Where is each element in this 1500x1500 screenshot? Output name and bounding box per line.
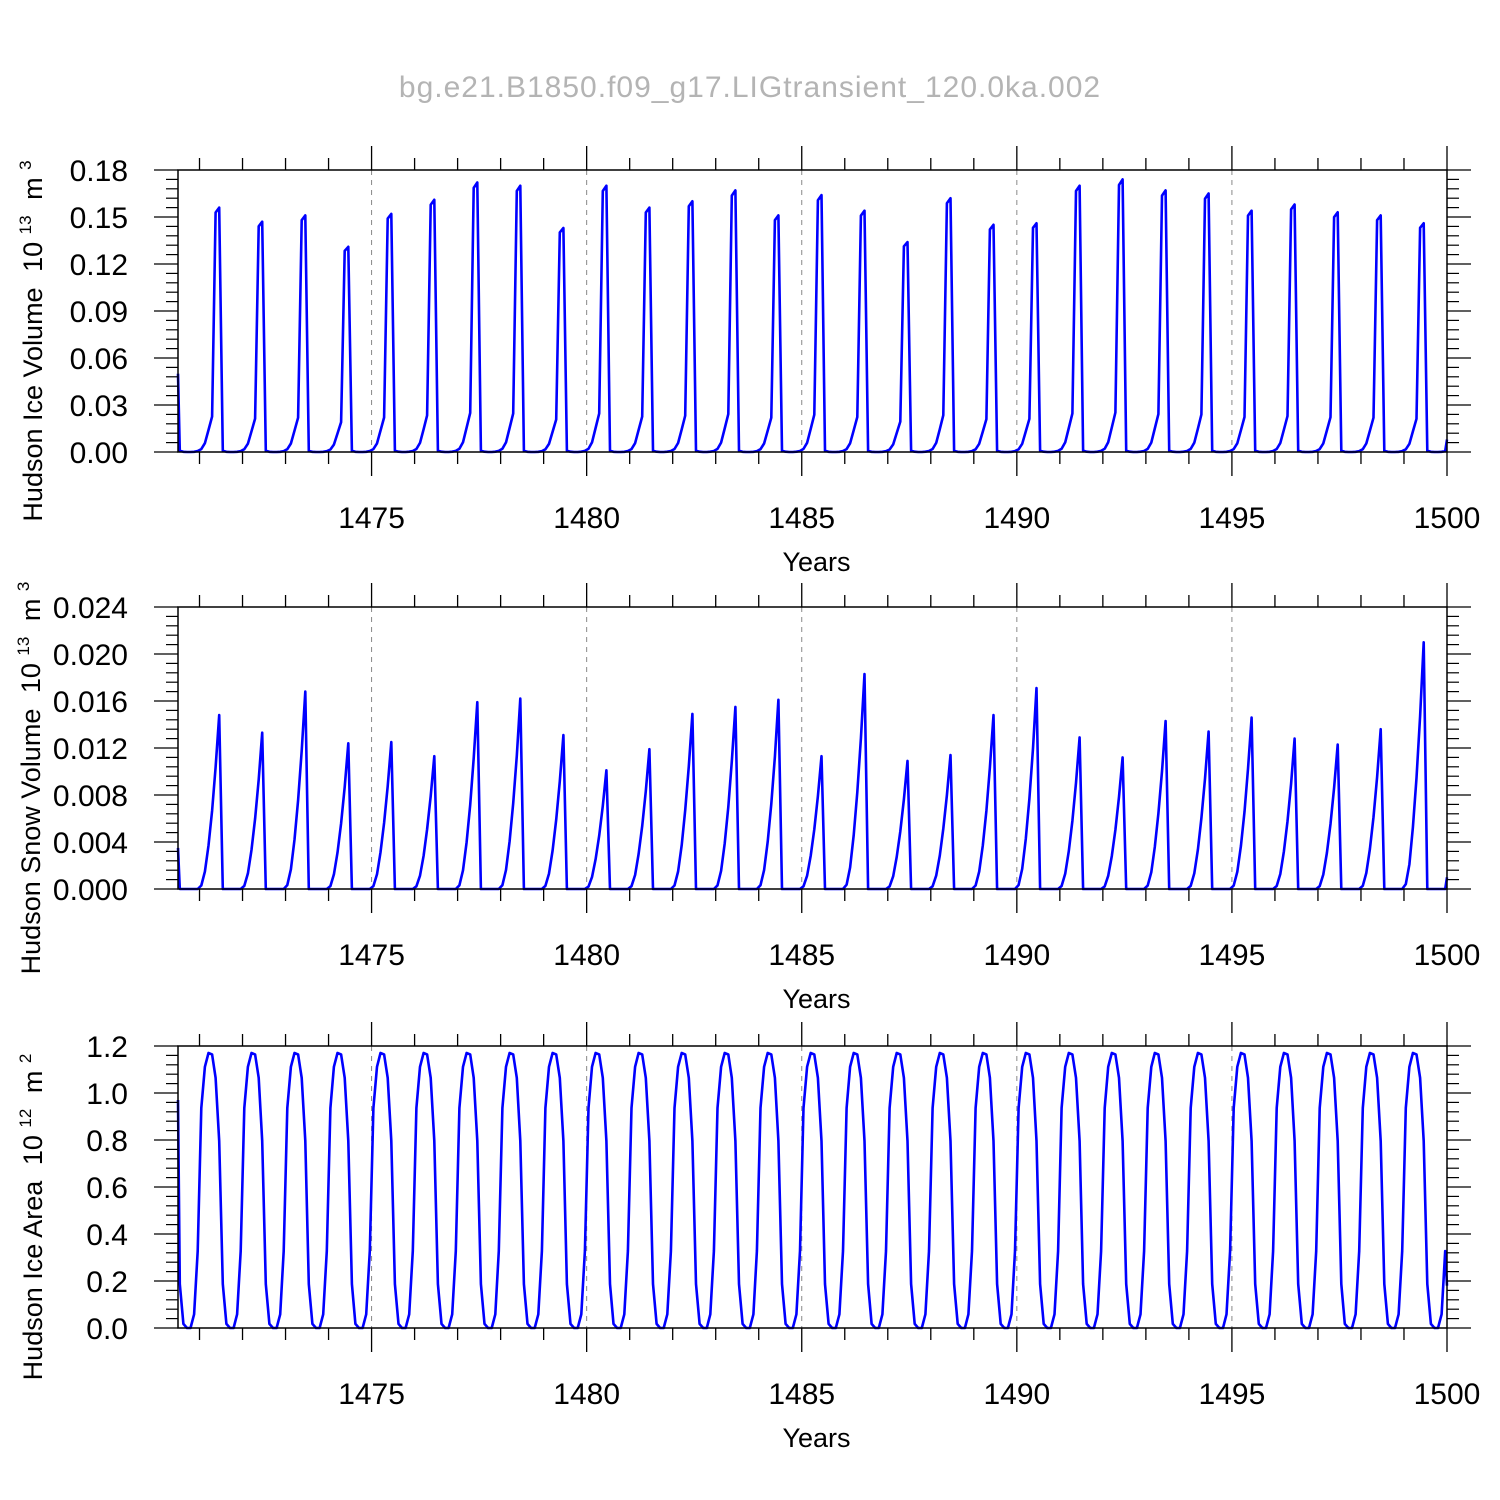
x-tick-label-1475: 1475	[338, 939, 405, 972]
y-tick-label: 0.020	[53, 639, 128, 672]
y-axis-unit: m	[16, 599, 46, 622]
x-axis-title: Years	[782, 547, 850, 577]
tick-labels: 1475 1480 1485 1490 1495 1500 0.0 0.2 0.4 0.6 0.8 1…	[86, 1031, 1480, 1411]
y-tick-label: 1.2	[86, 1031, 128, 1064]
x-tick-label-1475: 1475	[338, 1378, 405, 1411]
y-tick-label: 0.000	[53, 874, 128, 907]
x-tick-label-1480: 1480	[553, 502, 620, 535]
y-tick-label: 0.2	[86, 1266, 128, 1299]
y-tick-label: 0.012	[53, 733, 128, 766]
y-axis-unit-exponent: 13	[14, 637, 33, 656]
y-tick-label: 0.0	[86, 1313, 128, 1346]
y-tick-label: 0.004	[53, 827, 128, 860]
x-tick-label-1495: 1495	[1199, 502, 1266, 535]
series-line-ice-area	[176, 1051, 1449, 1330]
y-axis-unit-exponent: 13	[16, 215, 35, 234]
y-axis-label: Hudson Ice Area	[18, 1180, 48, 1381]
panel-ice-area: 1475 1480 1485 1490 1495 1500 0.0 0.2 0.4 0.6 0.8 1…	[7, 1022, 1480, 1453]
y-axis-unit-exponent: 12	[16, 1109, 35, 1128]
x-axis-title: Years	[782, 984, 850, 1014]
x-tick-label-1490: 1490	[983, 1378, 1050, 1411]
x-tick-label-1490: 1490	[983, 939, 1050, 972]
y-tick-label: 0.06	[70, 343, 128, 376]
x-tick-label-1485: 1485	[768, 502, 835, 535]
x-tick-label-1475: 1475	[338, 502, 405, 535]
y-axis-label: Hudson Ice Volume	[18, 287, 48, 521]
grid-lines	[371, 170, 1233, 452]
y-tick-label: 1.0	[86, 1078, 128, 1111]
x-tick-label-1485: 1485	[768, 939, 835, 972]
y-axis-unit-power: 3	[14, 582, 33, 591]
y-tick-label: 0.024	[53, 592, 128, 625]
x-tick-label-1495: 1495	[1199, 939, 1266, 972]
y-tick-label: 0.15	[70, 202, 128, 235]
tick-labels: 1475 1480 1485 1490 1495 1500 0.000 0.004 0.008 0…	[53, 592, 1480, 972]
tick-marks	[154, 583, 1471, 913]
series-line-snow-volume	[176, 640, 1449, 891]
x-tick-label-1490: 1490	[983, 502, 1050, 535]
x-tick-label-1485: 1485	[768, 1378, 835, 1411]
y-axis-label: Hudson Snow Volume	[16, 709, 46, 975]
y-axis-title: Hudson Ice Area 10 12 m 2	[7, 1054, 48, 1381]
panel-ice-volume: 1475 1480 1485 1490 1495 1500 0.00 0.03 0.06 0.09…	[7, 146, 1481, 577]
tick-marks	[154, 146, 1471, 476]
x-tick-label-1480: 1480	[553, 1378, 620, 1411]
y-axis-title: Hudson Ice Volume 10 13 m 3	[7, 160, 48, 521]
y-tick-label: 0.6	[86, 1172, 128, 1205]
y-tick-label: 0.18	[70, 155, 128, 188]
y-tick-label: 0.4	[86, 1219, 128, 1252]
y-axis-unit-base: 10	[18, 1135, 48, 1165]
plot-frame	[177, 169, 1448, 453]
y-tick-label: 0.008	[53, 780, 128, 813]
y-axis-unit-base: 10	[18, 242, 48, 272]
x-axis-title: Years	[782, 1423, 850, 1453]
tick-labels: 1475 1480 1485 1490 1495 1500 0.00 0.03 0.06 0.09…	[70, 155, 1481, 535]
x-tick-label-1500: 1500	[1414, 1378, 1481, 1411]
y-axis-unit-power: 3	[16, 160, 35, 169]
tick-marks	[154, 1022, 1471, 1352]
grid-lines	[371, 607, 1233, 889]
y-axis-unit-base: 10	[16, 663, 46, 693]
y-tick-label: 0.12	[70, 249, 128, 282]
y-axis-title: Hudson Snow Volume 10 13 m 3	[5, 582, 46, 975]
figure-title: bg.e21.B1850.f09_g17.LIGtransient_120.0k…	[399, 71, 1101, 104]
y-tick-label: 0.8	[86, 1125, 128, 1158]
x-tick-label-1500: 1500	[1414, 502, 1481, 535]
y-tick-label: 0.016	[53, 686, 128, 719]
x-tick-label-1480: 1480	[553, 939, 620, 972]
y-axis-unit: m	[18, 1071, 48, 1094]
series-line-ice-volume	[176, 178, 1449, 454]
y-axis-unit-power: 2	[16, 1054, 35, 1063]
y-axis-unit: m	[18, 177, 48, 200]
y-tick-label: 0.09	[70, 296, 128, 329]
x-tick-label-1495: 1495	[1199, 1378, 1266, 1411]
y-tick-label: 0.03	[70, 390, 128, 423]
x-tick-label-1500: 1500	[1414, 939, 1481, 972]
panel-snow-volume: 1475 1480 1485 1490 1495 1500 0.000 0.004 0.008 0…	[5, 582, 1480, 1014]
y-tick-label: 0.00	[70, 437, 128, 470]
